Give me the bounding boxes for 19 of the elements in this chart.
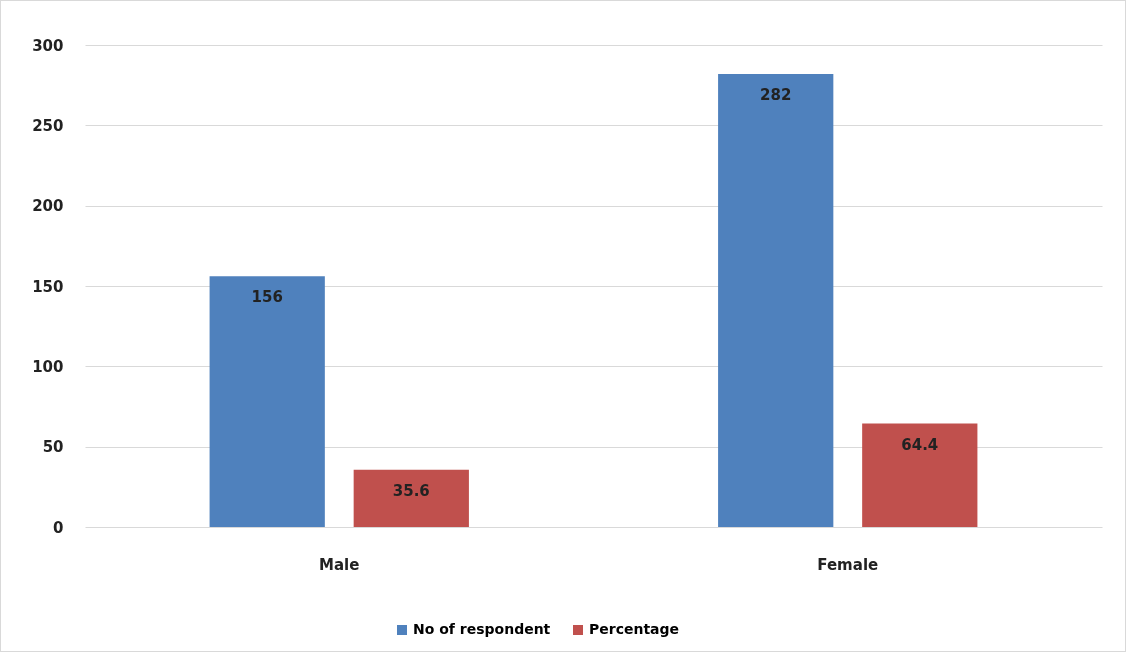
legend-label: Percentage <box>589 621 680 637</box>
bar <box>862 423 978 527</box>
x-tick-label: Male <box>319 555 360 574</box>
y-tick-label: 150 <box>32 277 64 296</box>
y-tick-label: 0 <box>53 518 64 537</box>
legend-label: No of respondent <box>413 621 551 637</box>
x-tick-label: Female <box>817 555 879 574</box>
data-label: 35.6 <box>392 481 430 500</box>
data-label: 64.4 <box>901 435 939 454</box>
bar <box>209 276 325 527</box>
bar <box>718 73 834 527</box>
data-label: 156 <box>251 288 283 307</box>
y-tick-label: 50 <box>42 438 64 457</box>
y-tick-label: 100 <box>32 357 64 376</box>
y-tick-label: 200 <box>32 197 64 216</box>
y-tick-label: 250 <box>32 116 64 135</box>
data-label: 282 <box>760 85 792 104</box>
bar <box>353 469 469 527</box>
y-tick-label: 300 <box>32 36 64 55</box>
